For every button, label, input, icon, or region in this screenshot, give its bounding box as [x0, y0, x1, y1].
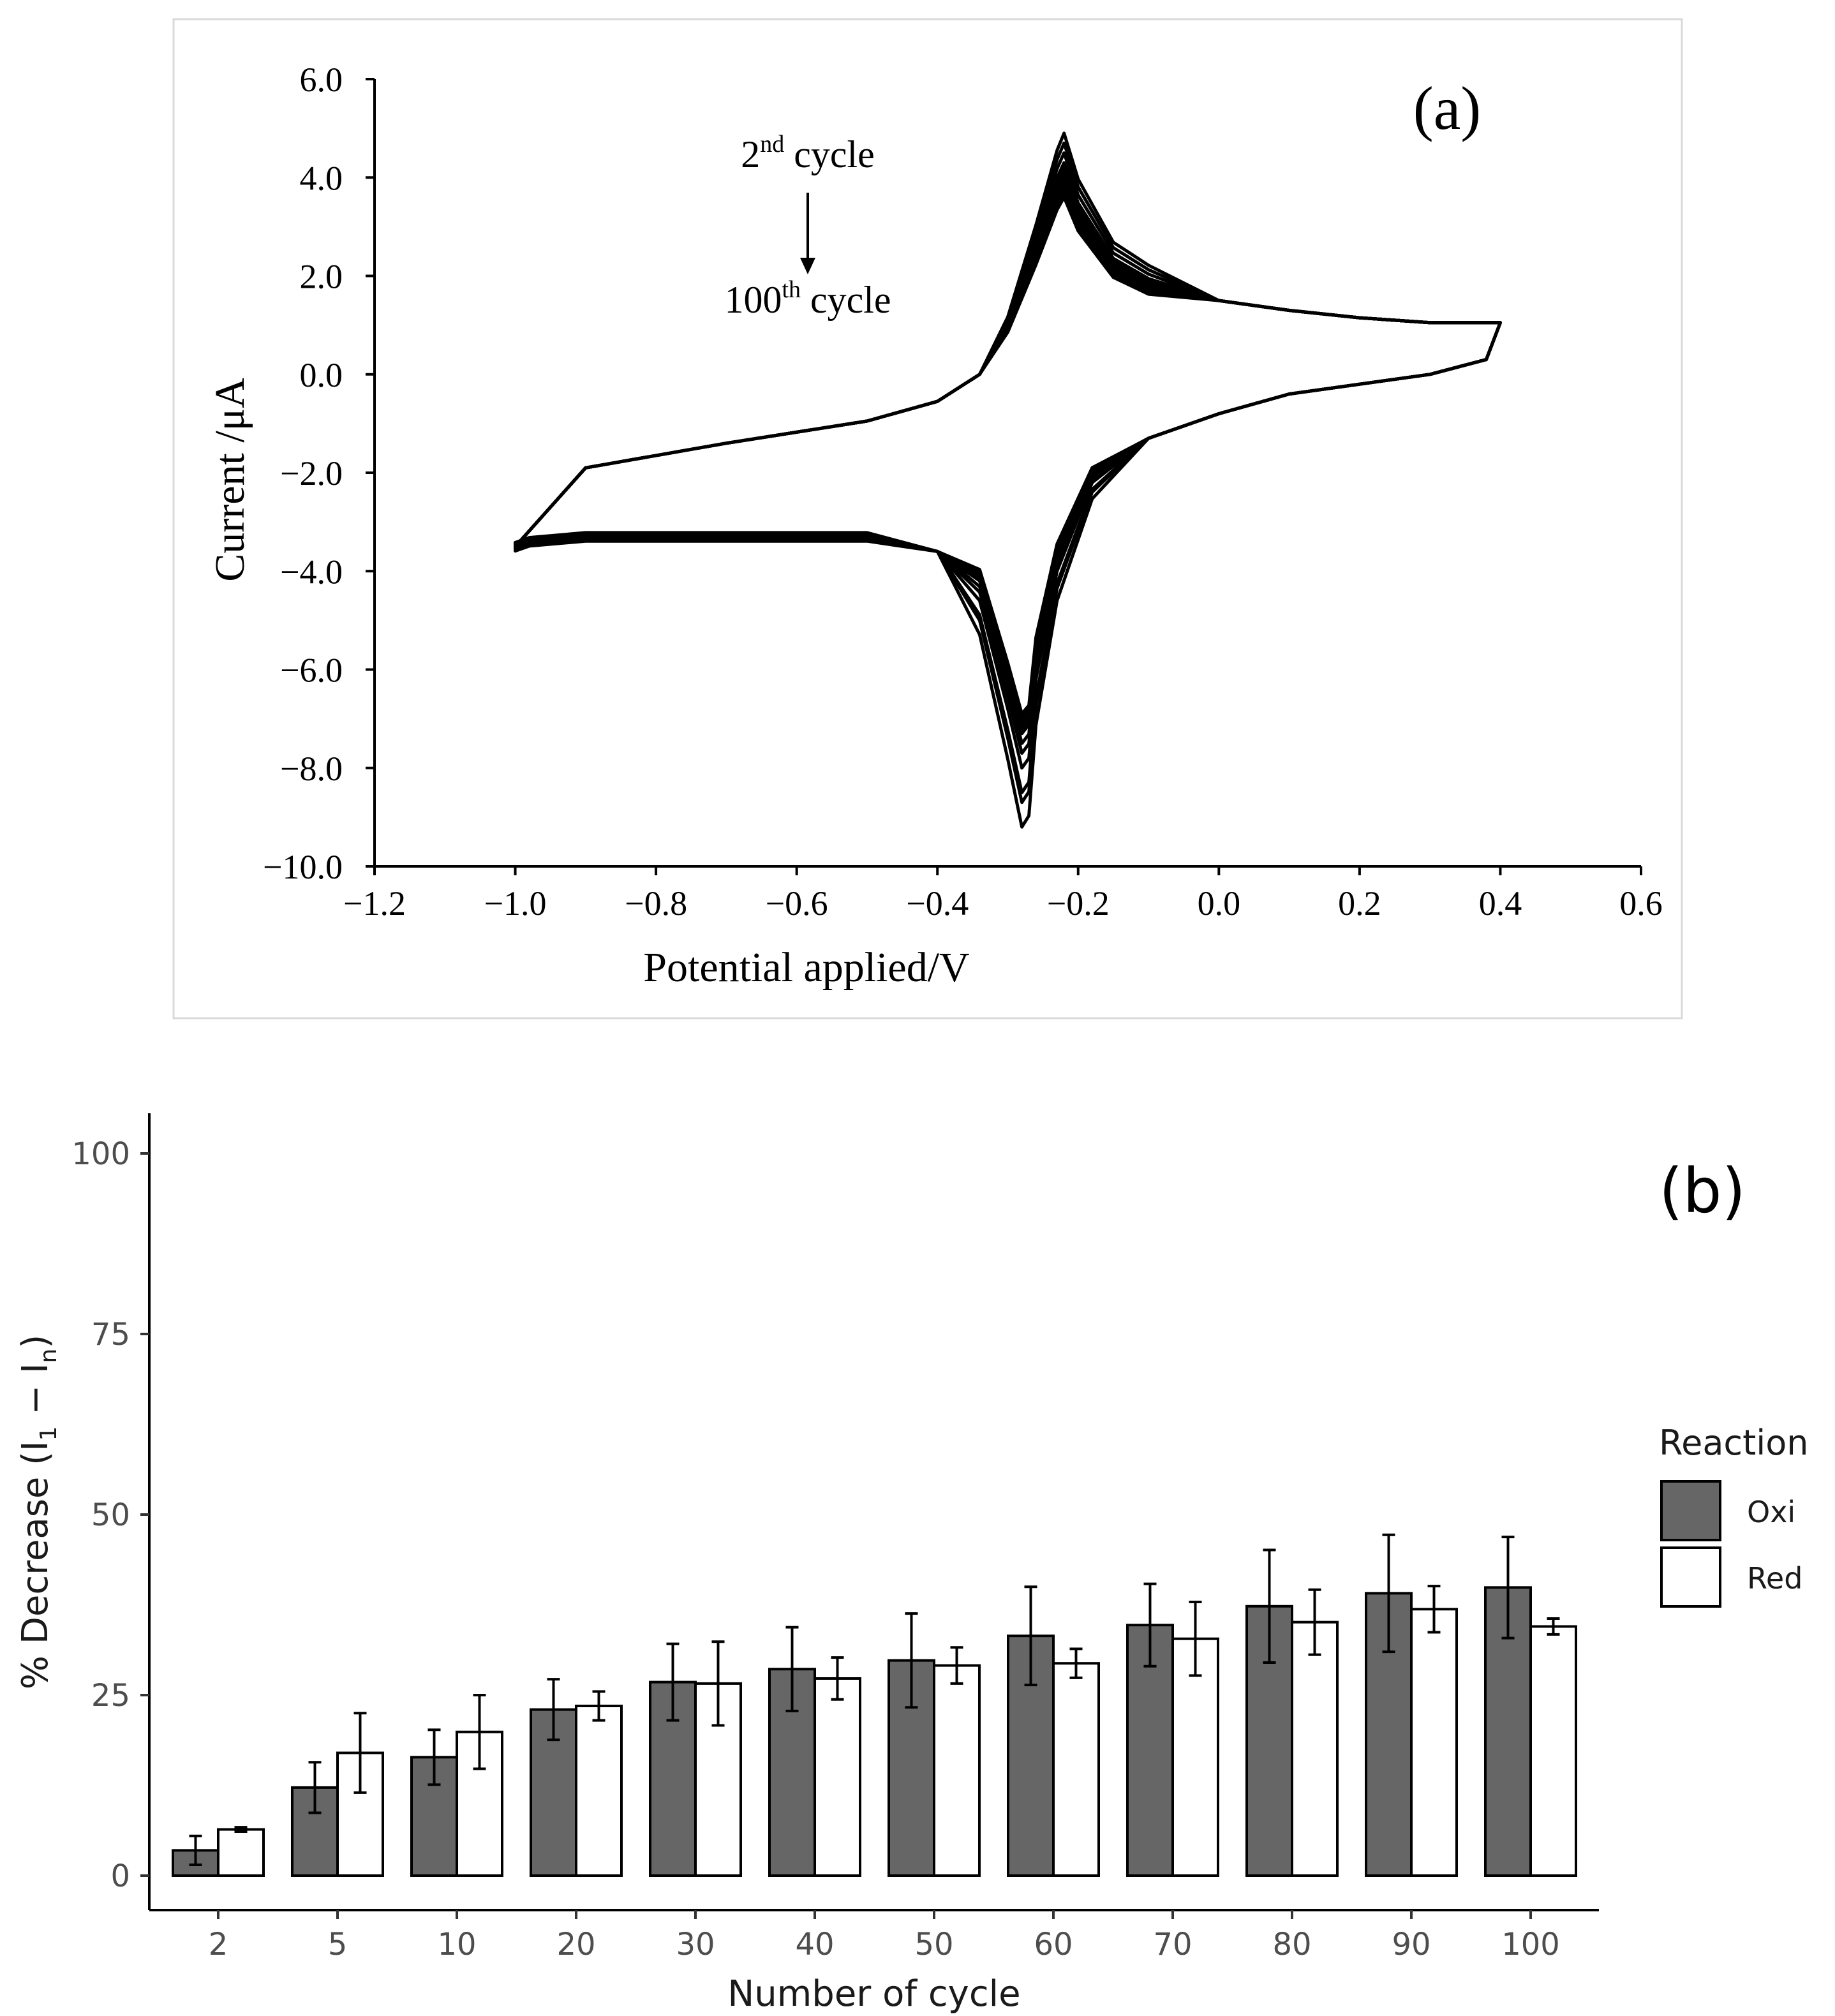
- a-y-tick-label: −2.0: [280, 454, 343, 493]
- a-y-tick-label: −8.0: [280, 750, 343, 788]
- a-y-tick-label: −10.0: [263, 848, 343, 886]
- a-x-axis-title: Potential applied/V: [643, 944, 969, 991]
- a-x-tick-label: −0.8: [625, 884, 687, 923]
- b-x-tick-label: 100: [1501, 1927, 1560, 1962]
- legend-title: Reaction: [1659, 1423, 1809, 1463]
- bar-oxi-90: [1365, 1592, 1413, 1877]
- a-x-tick-label: −1.0: [484, 884, 547, 923]
- panel-a-frame: [172, 18, 1683, 1019]
- b-y-tick-label: 75: [91, 1317, 130, 1353]
- legend-label-red: Red: [1747, 1561, 1802, 1596]
- b-x-tick-label: 40: [795, 1927, 834, 1962]
- bar-red-80: [1291, 1620, 1339, 1877]
- legend-label-oxi: Oxi: [1747, 1495, 1795, 1529]
- bar-red-60: [1052, 1662, 1100, 1877]
- bar-red-70: [1171, 1637, 1219, 1878]
- b-y-axis-title: % Decrease (I1 − In): [15, 1335, 62, 1689]
- b-x-tick-label: 50: [914, 1927, 953, 1962]
- bar-red-20: [575, 1704, 623, 1877]
- legend-swatch-oxi: [1660, 1480, 1721, 1541]
- a-x-tick-label: 0.0: [1198, 884, 1241, 923]
- bar-red-90: [1410, 1608, 1458, 1877]
- bars: [172, 1533, 1577, 1878]
- cv-curves: [514, 131, 1502, 829]
- legend-swatch-red: [1660, 1546, 1721, 1608]
- b-y-tick-label: 50: [91, 1497, 130, 1533]
- panel-a-label: (a): [1413, 74, 1482, 142]
- a-x-tick-label: 0.6: [1619, 884, 1663, 923]
- b-x-tick-label: 90: [1392, 1927, 1430, 1962]
- a-y-tick-label: 6.0: [300, 61, 343, 99]
- a-y-tick-label: 0.0: [300, 356, 343, 394]
- b-x-tick-label: 70: [1153, 1927, 1192, 1962]
- a-x-tick-label: −0.2: [1047, 884, 1110, 923]
- a-y-tick-label: 4.0: [300, 159, 343, 197]
- b-y-tick-label: 25: [91, 1678, 130, 1714]
- a-x-tick-label: −0.6: [766, 884, 828, 923]
- a-y-axis-title: Current /μA: [207, 378, 253, 582]
- panel-a-cyclic-voltammogram: 6.04.02.00.0−2.0−4.0−6.0−8.0−10.0 −1.2 −1…: [172, 18, 1683, 1019]
- b-y-tick-label: 100: [71, 1136, 130, 1172]
- b-x-tick-label: 10: [437, 1927, 476, 1962]
- bar-red-2: [217, 1828, 265, 1877]
- b-y-tick-label: 0: [110, 1858, 130, 1894]
- b-x-tick-label: 2: [209, 1927, 228, 1962]
- b-x-tick-label: 5: [328, 1927, 348, 1962]
- a-x-tick-label: 0.4: [1479, 884, 1522, 923]
- annotation-2nd-cycle: 2nd cycle: [741, 131, 875, 175]
- a-y-tick-label: −4.0: [280, 552, 343, 591]
- b-x-axis-title: Number of cycle: [727, 1973, 1020, 2015]
- legend: Reaction Oxi Red: [1659, 1423, 1809, 1608]
- annotation-arrow-head: [800, 258, 815, 274]
- panel-b-label: (b): [1659, 1155, 1746, 1227]
- bar-red-40: [813, 1677, 861, 1878]
- a-x-tick-label: −1.2: [343, 884, 406, 923]
- a-y-tick-label: −6.0: [280, 651, 343, 690]
- a-x-ticks: −1.2 −1.0 −0.8 −0.6 −0.4 −0.2 0.0 0.2 0.4 0.6: [343, 866, 1663, 923]
- annotation-100th-cycle: 100th cycle: [724, 276, 891, 321]
- a-y-tick-label: 2.0: [300, 258, 343, 296]
- b-x-tick-label: 60: [1034, 1927, 1073, 1962]
- b-y-ticks: 0 25 50 75 100: [71, 1136, 149, 1894]
- cv-curve-cycle-100: [514, 195, 1502, 716]
- b-x-tick-label: 20: [556, 1927, 595, 1962]
- b-x-ticks: 2 5 10 20 30 40 50 60 70 80 90 100: [209, 1910, 1560, 1962]
- a-x-tick-label: 0.2: [1338, 884, 1381, 923]
- a-y-ticks: 6.0 4.0 2.0 0.0 −2.0 −4.0 −6.0 −8.0 −10.0: [263, 61, 375, 886]
- bar-red-50: [933, 1664, 981, 1877]
- bar-red-100: [1529, 1625, 1577, 1877]
- a-x-tick-label: −0.4: [906, 884, 969, 923]
- b-x-tick-label: 30: [676, 1927, 715, 1962]
- b-x-tick-label: 80: [1272, 1927, 1311, 1962]
